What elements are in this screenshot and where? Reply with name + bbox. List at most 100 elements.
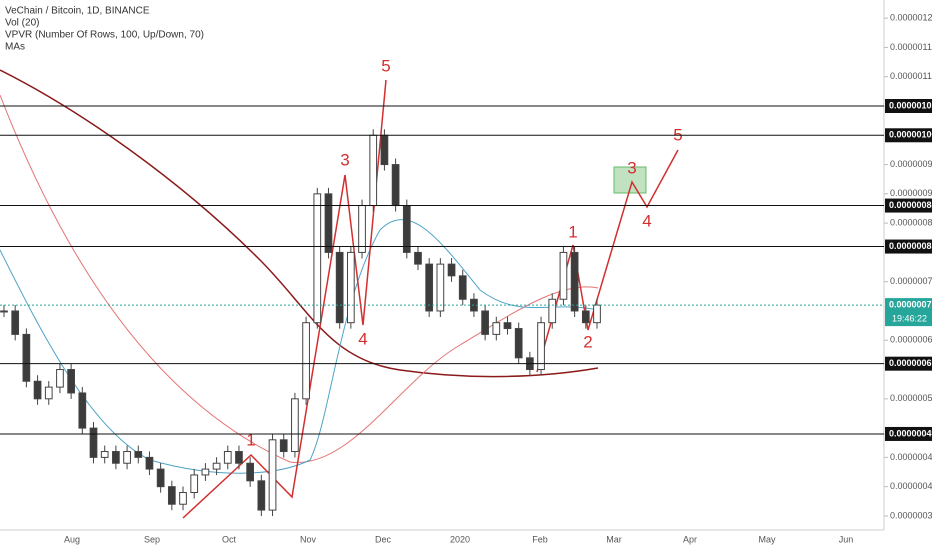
candle-body (279, 439, 288, 453)
symbol-title[interactable]: VeChain / Bitcoin, 1D, BINANCE (5, 6, 150, 17)
candle-body (78, 392, 87, 429)
ma-fast (0, 219, 599, 474)
candle-body (402, 205, 411, 253)
candle-body (447, 263, 456, 277)
candle-body (167, 486, 176, 505)
candle-body (223, 451, 232, 464)
level-badge (885, 239, 932, 254)
x-tick-label: 2020 (450, 534, 470, 544)
candle-body (291, 398, 299, 453)
x-tick-label: May (758, 534, 776, 544)
x-tick-label: Oct (222, 534, 237, 544)
y-tick-label: 0.00000115 (890, 42, 932, 52)
candle-body (425, 263, 434, 312)
wave-label: 4 (358, 329, 367, 348)
level-badge (885, 426, 932, 441)
candle-body (335, 251, 344, 324)
wave-label: 2 (583, 332, 592, 351)
level-label: 0.00000049 (889, 428, 932, 438)
candle-body (391, 164, 400, 207)
candle-body (212, 462, 221, 470)
candle-body (201, 468, 210, 476)
candle-body (593, 304, 601, 324)
y-tick-label: 0.00000085 (890, 218, 932, 228)
x-tick-label: Mar (606, 534, 622, 544)
x-tick-label: Sep (144, 534, 160, 544)
candle-body (514, 328, 523, 359)
candle-body (548, 298, 557, 324)
candle-body (89, 427, 98, 458)
candle-body (156, 468, 165, 488)
last-price-label: 0.00000071 (889, 299, 932, 309)
x-tick-label: Aug (64, 534, 80, 544)
candle-body (537, 322, 545, 371)
candle-body (346, 251, 355, 324)
candle-body (380, 134, 389, 166)
candle-body (0, 310, 8, 313)
level-label: 0.00000088 (889, 200, 932, 210)
candle-body (56, 369, 64, 388)
candle-body (134, 451, 143, 458)
candle-body (492, 322, 501, 335)
candle-body (369, 134, 378, 207)
wave-label: 3 (340, 150, 349, 169)
indicator-label[interactable]: MAs (5, 42, 25, 53)
level-badge (885, 128, 932, 143)
level-badge (885, 356, 932, 371)
level-label: 0.00000105 (889, 100, 932, 110)
candle-body (268, 439, 277, 511)
ma-mid (0, 94, 599, 463)
wave-label: 3 (627, 158, 636, 177)
candle-body (358, 205, 366, 253)
candle-body (458, 275, 467, 300)
y-tick-label: 0.00000045 (890, 452, 932, 462)
candle-body (414, 251, 422, 265)
indicator-label[interactable]: Vol (20) (5, 18, 39, 29)
candle-body (302, 322, 310, 400)
candle-body (179, 492, 187, 505)
candle-body (112, 451, 120, 464)
wave-label: 1 (568, 222, 577, 241)
candle-body (11, 310, 20, 335)
candle-body (44, 386, 53, 400)
wave-line (182, 79, 387, 519)
candle-body (235, 451, 243, 464)
candle-body (100, 451, 109, 458)
candle-body (246, 462, 255, 482)
y-tick-label: 0.00000095 (890, 159, 932, 169)
x-tick-label: Apr (683, 534, 697, 544)
wave-label: 5 (381, 56, 390, 75)
candle-body (581, 310, 590, 324)
candle-body (190, 474, 199, 494)
y-tick-label: 0.00000065 (890, 335, 932, 345)
last-price-badge (885, 298, 932, 327)
candle-body (503, 322, 512, 330)
level-label: 0.00000100 (889, 130, 932, 140)
candle-body (313, 193, 322, 324)
candle-body (22, 333, 31, 382)
level-badge (885, 198, 932, 213)
x-tick-label: Dec (375, 534, 392, 544)
candle-body (570, 251, 579, 312)
countdown-label: 19:46:22 (892, 313, 927, 323)
y-tick-label: 0.00000055 (890, 393, 932, 403)
candle-body (481, 310, 489, 335)
y-tick-label: 0.00000075 (890, 276, 932, 286)
level-label: 0.00000081 (889, 241, 932, 251)
indicator-label[interactable]: VPVR (Number Of Rows, 100, Up/Down, 70) (5, 30, 204, 41)
candle-body (123, 451, 131, 464)
x-tick-label: Nov (300, 534, 317, 544)
level-label: 0.00000061 (889, 358, 932, 368)
candle-body (67, 369, 75, 394)
candle-body (324, 193, 333, 253)
x-tick-label: Jun (839, 534, 854, 544)
candle-body (436, 263, 445, 312)
candle-body (145, 456, 154, 470)
candle-body (33, 380, 42, 400)
candle-body (559, 251, 568, 300)
